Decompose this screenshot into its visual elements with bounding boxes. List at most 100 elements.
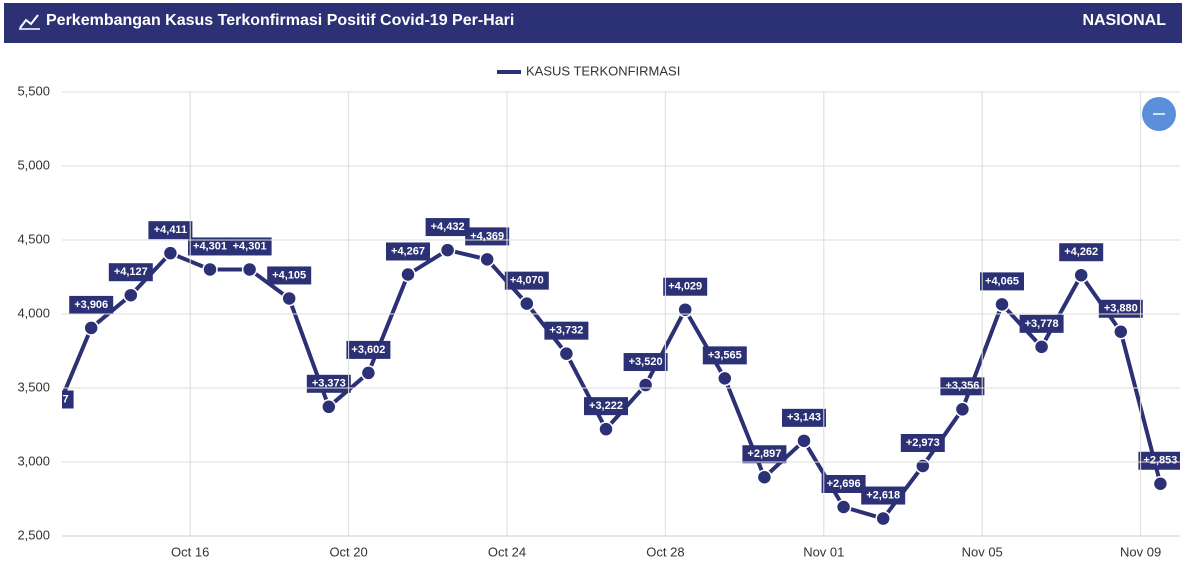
header-scope: NASIONAL xyxy=(1082,12,1166,29)
data-label-box xyxy=(1098,299,1143,318)
x-tick-label: Nov 09 xyxy=(1120,544,1161,559)
y-tick-label: 3,000 xyxy=(17,453,50,468)
data-label: +3,520 xyxy=(629,356,663,368)
data-label: +3,880 xyxy=(1104,303,1138,315)
data-label-box xyxy=(148,221,193,240)
data-label-box xyxy=(267,266,312,285)
data-label: +4,369 xyxy=(470,230,504,242)
data-label: +3,732 xyxy=(549,325,583,337)
x-tick-label: Nov 05 xyxy=(962,544,1003,559)
data-label-box xyxy=(980,272,1024,291)
data-label: +4,029 xyxy=(668,281,702,293)
point-marker xyxy=(479,251,495,268)
data-label: +2,618 xyxy=(866,489,900,501)
data-label-box xyxy=(663,277,708,296)
zoom-button[interactable] xyxy=(1142,97,1176,131)
data-label-box xyxy=(584,397,628,416)
data-label: +3,602 xyxy=(351,344,385,356)
data-label-box xyxy=(62,390,74,409)
data-label-box xyxy=(742,445,787,464)
point-marker xyxy=(717,370,733,387)
data-label: +4,301 xyxy=(233,240,267,252)
data-label-box xyxy=(821,474,866,493)
point-marker xyxy=(1073,267,1089,283)
plot-area: +3,267 +3,906 +4,127 +4,411 +4,301 +4,301 +4,1… xyxy=(35,218,1180,527)
point-marker xyxy=(321,399,337,415)
data-label: +3,373 xyxy=(312,378,346,390)
data-label-box xyxy=(782,408,826,427)
y-tick-label: 5,500 xyxy=(17,83,50,98)
data-label: +3,222 xyxy=(589,400,623,412)
data-label: +2,897 xyxy=(747,448,781,460)
data-label-box xyxy=(227,237,272,256)
y-tick-label: 3,500 xyxy=(17,379,50,394)
data-label-box xyxy=(504,271,549,290)
data-label: +3,906 xyxy=(74,299,108,311)
point-marker xyxy=(45,415,59,429)
point-marker xyxy=(835,499,852,515)
point-marker xyxy=(954,401,971,418)
data-label-box xyxy=(69,295,114,314)
data-label-box xyxy=(346,340,391,359)
data-label: +2,696 xyxy=(827,478,861,490)
point-marker xyxy=(677,301,693,318)
legend-label: KASUS TERKONFIRMASI xyxy=(526,63,680,78)
data-label-box xyxy=(1059,243,1104,262)
data-label: +4,105 xyxy=(272,269,306,281)
point-marker xyxy=(123,287,139,303)
data-label: +3,778 xyxy=(1025,318,1059,330)
point-marker xyxy=(915,458,931,474)
header-title: Perkembangan Kasus Terkonfirmasi Positif… xyxy=(46,12,514,29)
data-label: +2,853 xyxy=(1143,455,1177,467)
data-label-box xyxy=(108,263,153,282)
data-label: +4,267 xyxy=(391,245,425,257)
data-label: +4,432 xyxy=(431,221,465,233)
data-label: +4,065 xyxy=(985,275,1019,287)
point-marker xyxy=(162,245,179,261)
point-marker xyxy=(281,290,297,307)
point-marker xyxy=(1152,476,1169,492)
x-tick-label: Oct 24 xyxy=(488,544,526,559)
data-label-box xyxy=(188,237,232,256)
data-label-box xyxy=(425,218,470,237)
point-marker xyxy=(1033,339,1050,355)
data-label-box xyxy=(465,227,510,246)
point-marker xyxy=(360,365,377,381)
point-marker xyxy=(994,296,1010,313)
data-label: +3,143 xyxy=(787,412,821,424)
data-label: +4,262 xyxy=(1064,246,1098,258)
data-label: +3,565 xyxy=(708,349,742,361)
data-label-box xyxy=(1019,314,1064,333)
x-tick-label: Nov 01 xyxy=(803,544,844,559)
point-marker xyxy=(558,345,575,362)
point-marker xyxy=(637,377,654,393)
data-label-box xyxy=(900,433,945,452)
data-label-box xyxy=(386,242,430,261)
point-marker xyxy=(875,510,891,527)
data-label-box xyxy=(1138,451,1180,470)
data-label: +3,267 xyxy=(35,393,69,405)
x-tick-label: Oct 20 xyxy=(329,544,367,559)
data-label: +4,411 xyxy=(154,224,187,236)
point-marker xyxy=(756,469,773,485)
header-bar xyxy=(4,3,1182,43)
y-tick-label: 4,500 xyxy=(17,231,50,246)
y-tick-label: 4,000 xyxy=(17,305,50,320)
data-label: +4,127 xyxy=(114,266,148,278)
point-marker xyxy=(83,320,99,336)
point-marker xyxy=(439,242,456,258)
point-marker xyxy=(400,266,416,283)
y-tick-label: 2,500 xyxy=(17,527,50,542)
data-label: +2,973 xyxy=(906,437,940,449)
data-label: +4,070 xyxy=(510,275,544,287)
data-label-box xyxy=(623,353,668,372)
data-label-box xyxy=(544,321,589,340)
chart-icon xyxy=(19,14,39,29)
point-marker xyxy=(241,261,258,278)
point-marker xyxy=(202,261,218,278)
data-label-box xyxy=(940,377,985,396)
x-tick-label: Oct 28 xyxy=(646,544,684,559)
point-marker xyxy=(519,295,535,312)
data-label-box xyxy=(702,346,747,365)
